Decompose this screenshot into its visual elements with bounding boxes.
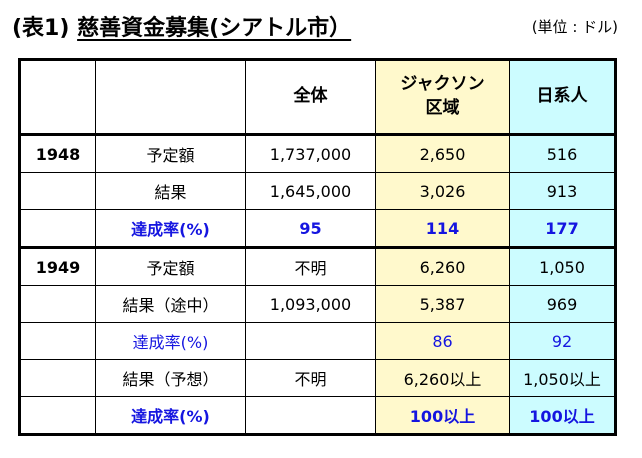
header-row: 全体 ジャクソン 区域 日系人 xyxy=(19,59,616,135)
table-row: 結果（途中） 1,093,000 5,387 969 xyxy=(19,285,616,323)
total-cell: 不明 xyxy=(245,246,376,286)
table-number: (表1) xyxy=(12,16,70,41)
header-label-cell xyxy=(95,59,246,135)
jackson-cell: 6,260 xyxy=(375,246,510,286)
year-cell xyxy=(19,285,96,323)
nikkei-cell: 1,050以上 xyxy=(509,359,616,397)
total-cell: 1,645,000 xyxy=(245,172,376,210)
table-title: 慈善資金募集(シアトル市） xyxy=(77,16,352,41)
row-label: 結果 xyxy=(95,172,246,210)
jackson-cell: 100以上 xyxy=(375,396,510,435)
jackson-cell: 6,260以上 xyxy=(375,359,510,397)
total-cell: 1,093,000 xyxy=(245,285,376,323)
row-label: 達成率(%) xyxy=(95,209,246,248)
row-label: 結果（途中） xyxy=(95,285,246,323)
nikkei-cell: 913 xyxy=(509,172,616,210)
header-jackson-line1: ジャクソン xyxy=(400,74,485,95)
row-label: 達成率(%) xyxy=(95,396,246,435)
jackson-cell: 5,387 xyxy=(375,285,510,323)
jackson-cell: 114 xyxy=(375,209,510,248)
jackson-cell: 3,026 xyxy=(375,172,510,210)
nikkei-cell: 1,050 xyxy=(509,246,616,286)
row-label: 予定額 xyxy=(95,246,246,286)
nikkei-cell: 516 xyxy=(509,133,616,173)
fundraising-table: 全体 ジャクソン 区域 日系人 1948 予定額 1,737,000 2,650… xyxy=(18,58,617,436)
table-row: 結果 1,645,000 3,026 913 xyxy=(19,172,616,210)
year-cell xyxy=(19,209,96,248)
nikkei-cell: 100以上 xyxy=(509,396,616,435)
total-cell: 1,737,000 xyxy=(245,133,376,173)
table-row: 結果（予想） 不明 6,260以上 1,050以上 xyxy=(19,359,616,397)
nikkei-cell: 92 xyxy=(509,322,616,360)
nikkei-cell: 969 xyxy=(509,285,616,323)
table-row: 達成率(%) 95 114 177 xyxy=(19,209,616,248)
total-cell: 95 xyxy=(245,209,376,248)
year-cell: 1949 xyxy=(19,246,96,286)
header-total: 全体 xyxy=(245,59,376,135)
jackson-cell: 2,650 xyxy=(375,133,510,173)
row-label: 結果（予想） xyxy=(95,359,246,397)
header-year-cell xyxy=(19,59,96,135)
year-cell: 1948 xyxy=(19,133,96,173)
nikkei-cell: 177 xyxy=(509,209,616,248)
year-cell xyxy=(19,359,96,397)
year-cell xyxy=(19,396,96,435)
table-row: 達成率(%) 86 92 xyxy=(19,322,616,360)
header-jackson: ジャクソン 区域 xyxy=(375,59,510,135)
total-cell xyxy=(245,322,376,360)
total-cell xyxy=(245,396,376,435)
table-row: 1948 予定額 1,737,000 2,650 516 xyxy=(19,133,616,173)
unit-note: (単位 : ドル) xyxy=(531,18,618,36)
table-row: 達成率(%) 100以上 100以上 xyxy=(19,396,616,435)
year-cell xyxy=(19,172,96,210)
table-row: 1949 予定額 不明 6,260 1,050 xyxy=(19,246,616,286)
total-cell: 不明 xyxy=(245,359,376,397)
header-nikkei: 日系人 xyxy=(509,59,616,135)
row-label: 達成率(%) xyxy=(95,322,246,360)
header-jackson-line2: 区域 xyxy=(425,98,460,118)
year-cell xyxy=(19,322,96,360)
page-title: (表1) 慈善資金募集(シアトル市） xyxy=(12,10,351,42)
jackson-cell: 86 xyxy=(375,322,510,360)
row-label: 予定額 xyxy=(95,133,246,173)
